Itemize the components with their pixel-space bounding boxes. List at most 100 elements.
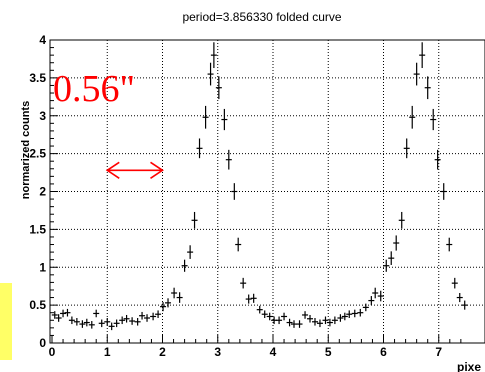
y-tick-label: 1.5 bbox=[29, 222, 46, 236]
y-tick-label: 3 bbox=[39, 109, 46, 123]
data-point bbox=[79, 320, 86, 328]
data-point bbox=[286, 318, 293, 327]
data-point bbox=[150, 312, 157, 321]
data-point bbox=[393, 235, 400, 251]
data-point bbox=[302, 311, 309, 319]
y-tick-label: 0 bbox=[39, 336, 46, 350]
data-point bbox=[155, 310, 162, 319]
data-point bbox=[139, 311, 146, 320]
x-tick-label: 4 bbox=[270, 345, 277, 359]
data-point bbox=[187, 245, 194, 259]
y-tick-labels: 0 0.5 1 1.5 2 2.5 3 3.5 4 bbox=[29, 33, 46, 350]
data-point bbox=[196, 138, 203, 159]
data-point bbox=[256, 305, 263, 314]
data-point bbox=[362, 303, 369, 312]
chart-title: period=3.856330 folded curve bbox=[182, 10, 341, 24]
data-point bbox=[307, 314, 314, 323]
x-tick-label: 7 bbox=[435, 345, 442, 359]
data-point bbox=[68, 316, 75, 325]
data-point bbox=[451, 277, 458, 289]
data-point bbox=[413, 62, 420, 86]
annotation-label: 0.56" bbox=[53, 68, 135, 110]
data-point bbox=[296, 320, 303, 328]
data-point bbox=[191, 211, 198, 229]
data-point bbox=[98, 319, 105, 328]
arrow-head-right bbox=[150, 161, 164, 179]
y-axis-title: normarized counts bbox=[20, 101, 32, 199]
data-point bbox=[383, 259, 390, 272]
series-points bbox=[51, 42, 468, 331]
y-tick-label: 3.5 bbox=[29, 71, 46, 85]
data-point bbox=[409, 105, 416, 129]
data-point bbox=[403, 138, 410, 159]
data-point bbox=[207, 62, 214, 86]
data-point bbox=[113, 319, 120, 328]
data-point bbox=[64, 308, 71, 317]
data-point bbox=[456, 293, 463, 303]
data-point bbox=[446, 237, 453, 252]
data-point bbox=[351, 309, 358, 318]
y-tick-label: 2.5 bbox=[29, 147, 46, 161]
data-point bbox=[235, 237, 242, 252]
data-point bbox=[290, 320, 297, 328]
data-point bbox=[346, 310, 353, 319]
data-point bbox=[55, 314, 62, 322]
axis-ticks bbox=[50, 39, 462, 344]
data-point bbox=[245, 294, 252, 304]
y-tick-label: 4 bbox=[39, 33, 46, 47]
y-tick-label: 0.5 bbox=[29, 298, 46, 312]
x-tick-label: 5 bbox=[325, 345, 332, 359]
data-point bbox=[165, 298, 172, 308]
data-point bbox=[176, 292, 183, 303]
data-point bbox=[424, 76, 431, 100]
data-point bbox=[215, 76, 222, 100]
data-point bbox=[225, 149, 232, 170]
data-point bbox=[171, 287, 178, 299]
data-point bbox=[419, 42, 426, 69]
data-point bbox=[119, 316, 126, 325]
data-point bbox=[388, 251, 395, 265]
data-point bbox=[311, 318, 318, 326]
data-point bbox=[398, 211, 405, 229]
data-point bbox=[461, 300, 468, 310]
data-point bbox=[108, 322, 115, 331]
data-point bbox=[129, 317, 136, 325]
data-point bbox=[316, 319, 323, 328]
data-point bbox=[88, 321, 95, 329]
data-point bbox=[368, 296, 375, 306]
data-point bbox=[93, 309, 100, 318]
data-point bbox=[326, 318, 333, 327]
data-point bbox=[337, 314, 344, 322]
grid-lines bbox=[50, 40, 485, 343]
left-highlight-bar bbox=[0, 283, 12, 360]
x-axis-title: pixe bbox=[457, 360, 481, 372]
data-point bbox=[430, 108, 437, 131]
data-point bbox=[123, 314, 130, 323]
data-point bbox=[281, 312, 288, 321]
data-point bbox=[440, 183, 447, 200]
data-point bbox=[134, 318, 141, 326]
data-point bbox=[372, 287, 379, 299]
data-point bbox=[51, 311, 58, 319]
data-point bbox=[231, 183, 238, 200]
data-point bbox=[322, 316, 329, 325]
data-point bbox=[202, 105, 209, 129]
data-point bbox=[60, 309, 67, 318]
y-tick-label: 2 bbox=[39, 185, 46, 199]
y-tick-label: 1 bbox=[39, 260, 46, 274]
data-point bbox=[104, 318, 111, 326]
x-tick-label: 3 bbox=[214, 345, 221, 359]
data-point bbox=[434, 149, 441, 170]
data-point bbox=[250, 293, 257, 303]
double-arrow-icon bbox=[105, 161, 164, 179]
svg-text:normarized counts: normarized counts bbox=[20, 101, 32, 199]
data-point bbox=[266, 312, 273, 321]
data-point bbox=[73, 318, 80, 326]
data-point bbox=[331, 316, 338, 325]
x-tick-label: 1 bbox=[104, 345, 111, 359]
data-point bbox=[160, 302, 167, 312]
x-tick-label: 6 bbox=[380, 345, 387, 359]
data-point bbox=[144, 314, 151, 322]
arrow-head-left bbox=[105, 161, 120, 179]
x-tick-label: 2 bbox=[159, 345, 166, 359]
